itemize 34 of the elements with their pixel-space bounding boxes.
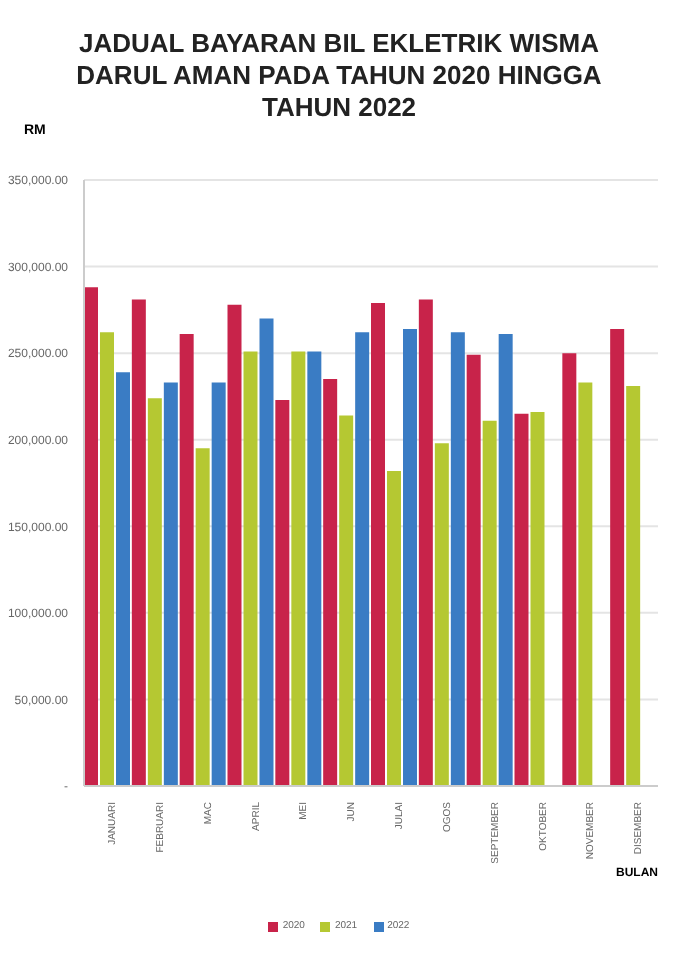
bar (195, 448, 210, 786)
bar (355, 332, 370, 786)
bar (626, 386, 641, 786)
bar (371, 302, 385, 786)
bar (211, 382, 226, 786)
bar (291, 351, 306, 786)
bar (610, 328, 625, 786)
bar (403, 328, 417, 786)
bar (578, 382, 593, 786)
bar (307, 351, 322, 786)
bar (275, 399, 290, 786)
bar (466, 354, 481, 786)
bar (116, 372, 130, 786)
bar (131, 299, 146, 786)
bar (163, 382, 178, 786)
bar (450, 332, 465, 786)
bar (514, 413, 529, 786)
bar (84, 287, 98, 786)
bar (339, 415, 354, 786)
bar (243, 351, 258, 786)
bar (387, 470, 401, 786)
bar (482, 420, 497, 786)
chart-title: JADUAL BAYARAN BIL EKLETRIK WISMA DARUL AMAN PADA TAHUN 2020 HINGGA TAHUN 2022 (74, 26, 604, 124)
bar (323, 379, 338, 786)
bar (179, 334, 194, 786)
bar (498, 334, 513, 786)
bar (100, 332, 114, 786)
bar (530, 412, 545, 786)
bar (147, 398, 162, 786)
bar (562, 353, 577, 786)
bar (227, 304, 242, 786)
bar (434, 443, 449, 786)
bar (259, 318, 274, 786)
bar (418, 299, 433, 786)
